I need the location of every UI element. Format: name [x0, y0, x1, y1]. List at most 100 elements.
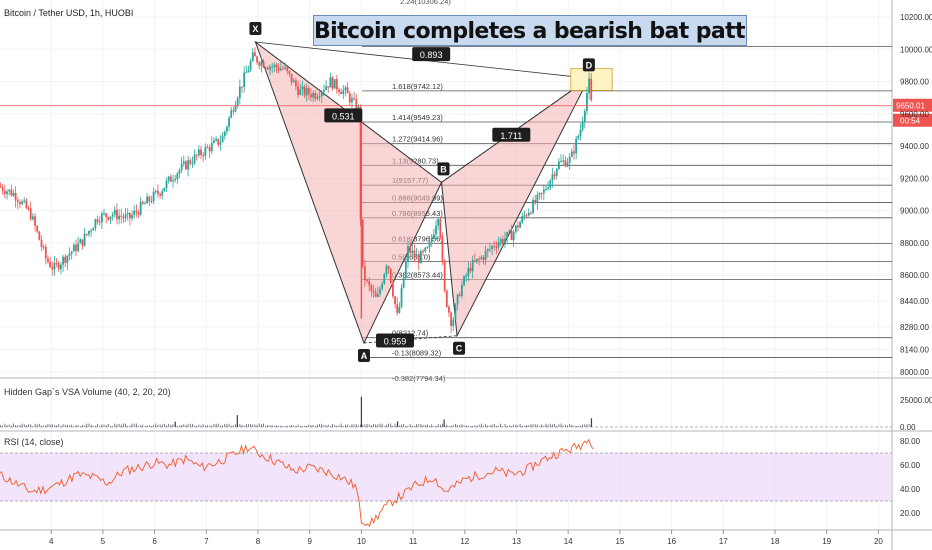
candle-body [577, 135, 580, 139]
candle-body [294, 80, 297, 87]
candle [445, 289, 448, 309]
svg-text:D: D [586, 60, 593, 70]
candle-body [529, 212, 532, 214]
candle-body [590, 78, 593, 101]
price-axis-label: 9800.00 [900, 78, 929, 87]
price-axis-label: 9400.00 [900, 142, 929, 151]
candle [398, 302, 401, 314]
rsi-indicator-title: RSI (14, close) [4, 437, 64, 447]
candle-body [342, 90, 345, 95]
rsi-axis-label: 60.00 [900, 461, 921, 470]
candle-body [480, 257, 483, 260]
candle [428, 236, 431, 253]
candle [260, 57, 263, 73]
candle-body [107, 216, 110, 220]
candle-body [85, 233, 88, 235]
candle [1, 183, 4, 195]
candle [180, 156, 183, 173]
candle-body [361, 219, 364, 267]
candle [292, 78, 295, 83]
candle-body [458, 294, 461, 296]
time-axis-label: 12 [460, 537, 469, 546]
candle-body [57, 263, 60, 270]
price-axis-label: 8280.00 [900, 323, 929, 332]
candle [519, 220, 522, 228]
candle [31, 212, 34, 221]
candle [12, 189, 15, 197]
candle-body [560, 161, 562, 163]
candle [178, 168, 181, 179]
candle-body [581, 122, 584, 130]
candle-body [525, 215, 528, 217]
candle [432, 228, 435, 240]
candle [424, 247, 427, 253]
candle [437, 217, 440, 231]
candle-body [279, 68, 282, 71]
candle [96, 215, 99, 225]
candle [204, 143, 207, 160]
candle-body [484, 251, 487, 260]
candle [55, 258, 58, 268]
candle-body [19, 202, 21, 205]
candle [536, 191, 539, 211]
candle [21, 199, 23, 206]
candle-body [113, 209, 116, 215]
candle [64, 254, 67, 268]
candle [232, 106, 235, 115]
candle-body [157, 190, 159, 194]
candle-body [79, 239, 82, 244]
candle-body [258, 62, 261, 66]
candle [467, 262, 470, 281]
time-axis-label: 6 [152, 537, 157, 546]
time-axis-label: 14 [564, 537, 573, 546]
candle-body [92, 228, 95, 231]
candle [435, 219, 437, 240]
candle-body [111, 214, 114, 217]
pattern-ratio-label: 0.959 [376, 333, 415, 348]
candle [353, 91, 355, 101]
candle [368, 277, 371, 292]
candle-body [452, 319, 455, 327]
candle [331, 76, 334, 91]
pattern-ratio-label: 0.893 [412, 47, 451, 62]
candle [540, 192, 543, 200]
candle-body [178, 170, 181, 174]
candle [8, 189, 11, 195]
price-axis-label: 8600.00 [900, 271, 929, 280]
candle-body [44, 246, 47, 259]
price-axis-label: 8440.00 [900, 297, 929, 306]
candle-body [271, 66, 274, 68]
candle-body [338, 89, 340, 93]
candle [294, 77, 297, 91]
candle-body [176, 173, 179, 179]
candle [508, 229, 511, 234]
fib-level-label: -0.13(8089.32) [392, 349, 442, 358]
candle-body [215, 138, 218, 141]
candle [53, 256, 56, 276]
candle [38, 230, 41, 241]
candle-body [424, 247, 427, 252]
candle-body [506, 232, 509, 239]
candle-body [98, 221, 101, 223]
candle [49, 256, 52, 269]
candle [586, 87, 588, 116]
candle [187, 156, 189, 177]
candle [6, 189, 8, 200]
candle-body [273, 64, 276, 67]
candle-body [555, 168, 558, 176]
candle-body [320, 91, 323, 97]
candle-body [443, 261, 446, 291]
candle-body [323, 89, 325, 92]
candle-body [460, 285, 463, 296]
candle-body [223, 131, 226, 137]
candle [400, 283, 403, 309]
candle [389, 268, 392, 285]
candle [81, 239, 84, 250]
time-axis-label: 16 [667, 537, 676, 546]
candle [217, 138, 220, 148]
candle [245, 65, 248, 74]
candle-body [221, 136, 224, 143]
candle [581, 116, 584, 133]
